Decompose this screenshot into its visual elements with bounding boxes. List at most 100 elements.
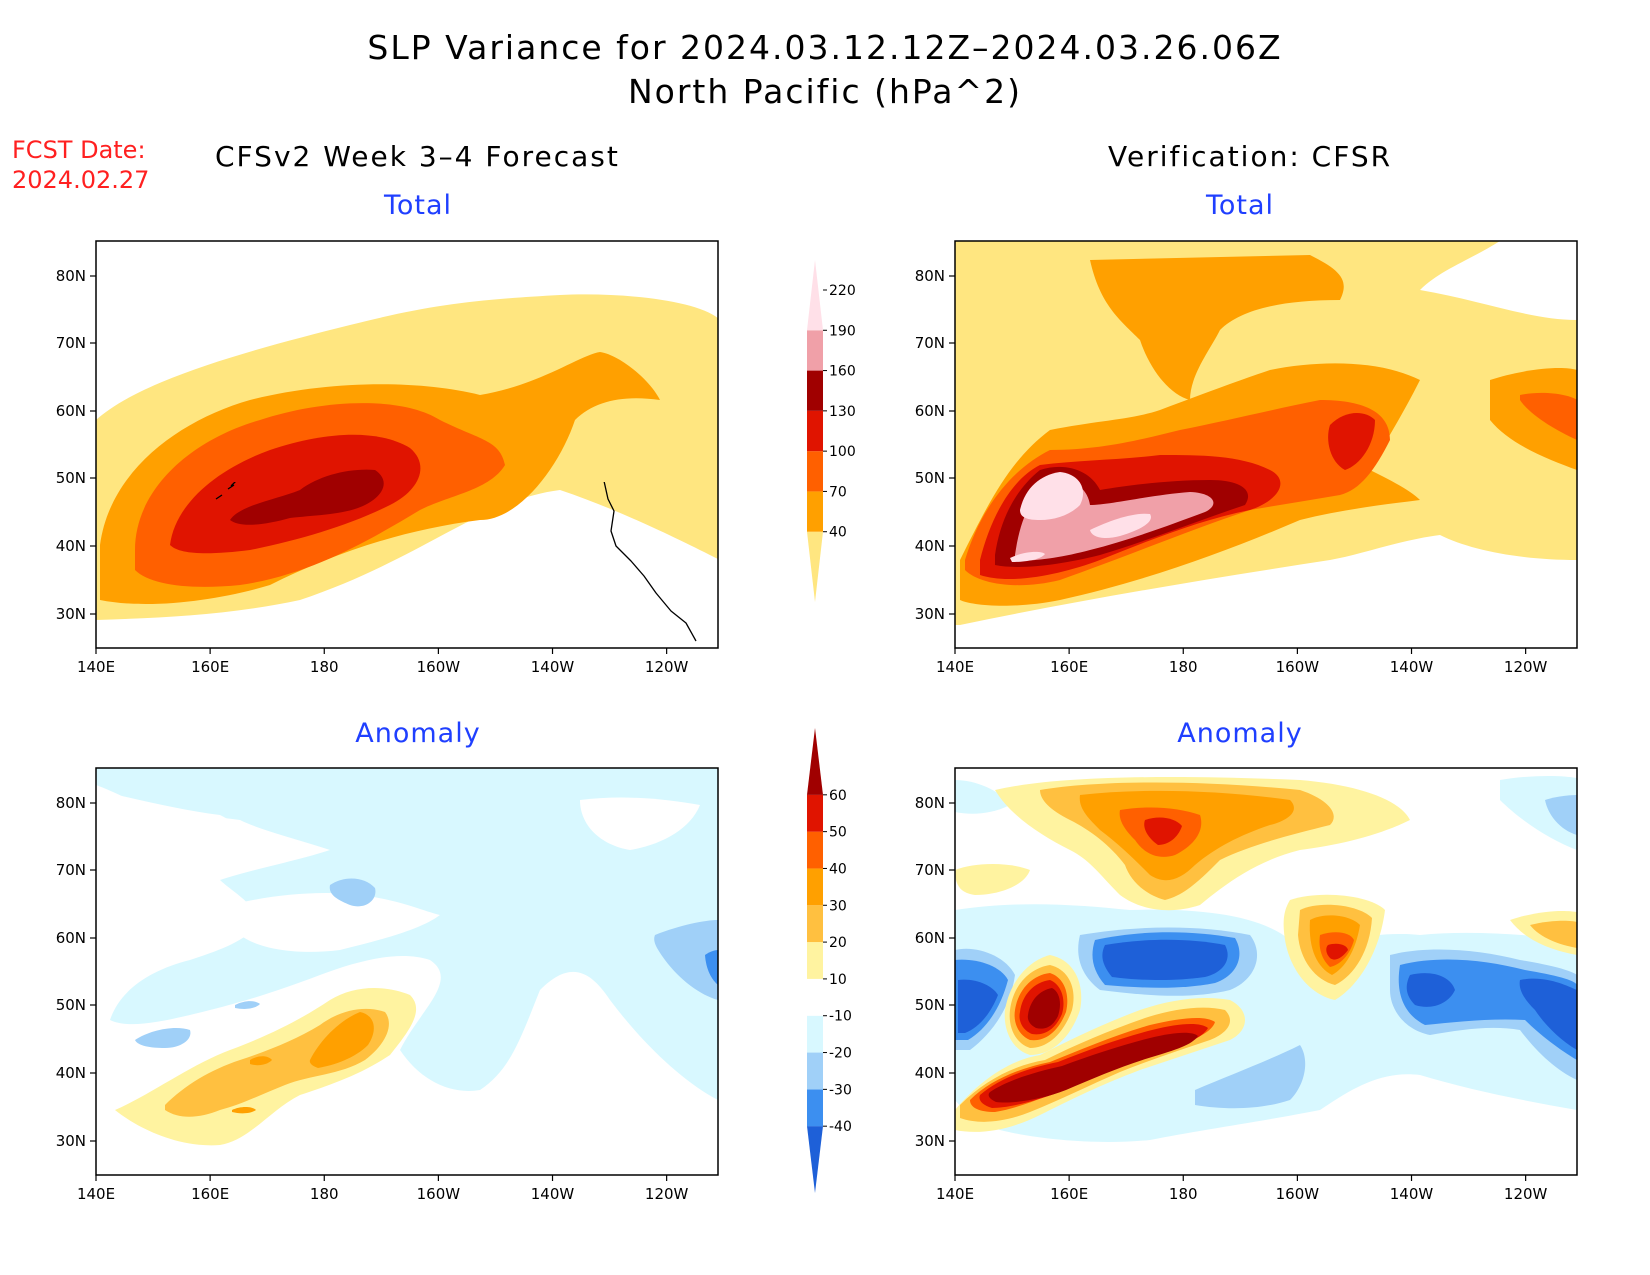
forecast-column-title: CFSv2 Week 3–4 Forecast	[215, 140, 620, 173]
panel-forecast-total	[95, 240, 719, 649]
colorbar-label: -30	[829, 1082, 852, 1098]
lat-tick-label: 40N	[56, 537, 86, 555]
panel-title-verification-anomaly: Anomaly	[1177, 718, 1303, 749]
map-axes: 30N 40N 50N 60N 70N 80N 140E 160E 180 160W 140W 120…	[56, 267, 1548, 1203]
lat-tick-label: 50N	[915, 996, 945, 1014]
colorbar-label: -10	[829, 1009, 852, 1025]
lon-tick-label: 120W	[1504, 658, 1548, 676]
fcst-date-label: FCST Date:	[12, 136, 146, 164]
lon-tick-label: 140W	[531, 658, 575, 676]
lon-tick-label: 160W	[1276, 1185, 1320, 1203]
colorbar-segment	[807, 831, 823, 869]
colorbar-segment	[807, 370, 823, 411]
lon-tick-label: 160W	[417, 658, 461, 676]
lat-tick-label: 60N	[915, 402, 945, 420]
fcst-date-value: 2024.02.27	[12, 166, 150, 194]
lon-tick-label: 180	[1169, 658, 1198, 676]
panel-verification-total	[954, 240, 1578, 649]
colorbar-label: 60	[829, 788, 847, 804]
colorbar-label: 10	[829, 972, 847, 988]
lon-tick-label: 120W	[645, 1185, 689, 1203]
colorbar-label: 20	[829, 935, 847, 951]
lon-tick-label: 140E	[77, 658, 115, 676]
colorbar-segment	[807, 794, 823, 832]
lon-tick-label: 160W	[417, 1185, 461, 1203]
colorbar-label: 30	[829, 898, 847, 914]
lat-tick-label: 40N	[915, 537, 945, 555]
colorbar-segment	[807, 868, 823, 906]
colorbar-label: 40	[829, 861, 847, 877]
colorbar-segment	[807, 451, 823, 492]
colorbar-segment	[807, 1015, 823, 1053]
lon-tick-label: 180	[1169, 1185, 1198, 1203]
lat-tick-label: 80N	[56, 267, 86, 285]
colorbar-segment	[807, 905, 823, 943]
lat-tick-label: 70N	[56, 861, 86, 879]
lon-tick-label: 160E	[191, 658, 229, 676]
colorbar-label: 160	[829, 364, 856, 380]
lon-tick-label: 160E	[191, 1185, 229, 1203]
lon-tick-label: 160E	[1050, 1185, 1088, 1203]
lon-tick-label: 180	[310, 658, 339, 676]
lat-tick-label: 60N	[56, 929, 86, 947]
colorbar-label: 220	[829, 283, 856, 299]
lon-tick-label: 140E	[936, 658, 974, 676]
verification-column-title: Verification: CFSR	[1108, 140, 1393, 173]
lat-tick-label: 30N	[915, 605, 945, 623]
colorbar-label: 70	[829, 484, 847, 500]
colorbar-segment	[807, 330, 823, 371]
lat-tick-label: 40N	[56, 1064, 86, 1082]
lat-tick-label: 30N	[915, 1132, 945, 1150]
lon-tick-label: 120W	[1504, 1185, 1548, 1203]
colorbar-segment	[807, 1052, 823, 1090]
anomaly-colorbar: -40 -30 -20 -10 10 20 30 40 50 60	[807, 728, 852, 1193]
colorbar-label: 130	[829, 404, 856, 420]
lon-tick-label: 140W	[1390, 658, 1434, 676]
lat-tick-label: 30N	[56, 1132, 86, 1150]
lat-tick-label: 70N	[56, 334, 86, 352]
colorbar-label: -40	[829, 1119, 852, 1135]
lat-tick-label: 80N	[915, 267, 945, 285]
chart-subtitle: North Pacific (hPa^2)	[627, 72, 1023, 111]
colorbar-segment	[807, 1126, 823, 1193]
panel-title-forecast-total: Total	[383, 190, 453, 221]
lat-tick-label: 40N	[915, 1064, 945, 1082]
fcst-date: FCST Date: 2024.02.27	[12, 135, 149, 195]
panel-forecast-anomaly	[95, 767, 719, 1176]
colorbar-segment	[807, 978, 823, 1016]
lon-tick-label: 120W	[645, 658, 689, 676]
lat-tick-label: 50N	[56, 996, 86, 1014]
colorbar-label: 50	[829, 825, 847, 841]
colorbar-segment	[807, 260, 823, 331]
lat-tick-label: 50N	[915, 469, 945, 487]
colorbar-label: 100	[829, 444, 856, 460]
colorbar-segment	[807, 531, 823, 602]
lon-tick-label: 140E	[77, 1185, 115, 1203]
panel-title-verification-total: Total	[1205, 190, 1275, 221]
lat-tick-label: 50N	[56, 469, 86, 487]
colorbar-label: 190	[829, 323, 856, 339]
total-colorbar: 40 70 100 130 160 190 220	[807, 260, 856, 602]
lon-tick-label: 160W	[1276, 658, 1320, 676]
colorbar-segment	[807, 1089, 823, 1127]
colorbar-segment	[807, 942, 823, 979]
colorbar-segment	[807, 491, 823, 532]
lon-tick-label: 140W	[1390, 1185, 1434, 1203]
lat-tick-label: 60N	[56, 402, 86, 420]
colorbar-label: -20	[829, 1046, 852, 1062]
lon-tick-label: 180	[310, 1185, 339, 1203]
colorbar-label: 40	[829, 525, 847, 541]
lat-tick-label: 70N	[915, 861, 945, 879]
panel-title-forecast-anomaly: Anomaly	[355, 718, 481, 749]
lon-tick-label: 160E	[1050, 658, 1088, 676]
lon-tick-label: 140E	[936, 1185, 974, 1203]
colorbar-segment	[807, 728, 823, 795]
lon-tick-label: 140W	[531, 1185, 575, 1203]
panel-verification-anomaly	[954, 767, 1578, 1176]
lat-tick-label: 80N	[915, 794, 945, 812]
chart-title: SLP Variance for 2024.03.12.12Z–2024.03.…	[367, 28, 1283, 67]
lat-tick-label: 60N	[915, 929, 945, 947]
lat-tick-label: 70N	[915, 334, 945, 352]
lat-tick-label: 80N	[56, 794, 86, 812]
